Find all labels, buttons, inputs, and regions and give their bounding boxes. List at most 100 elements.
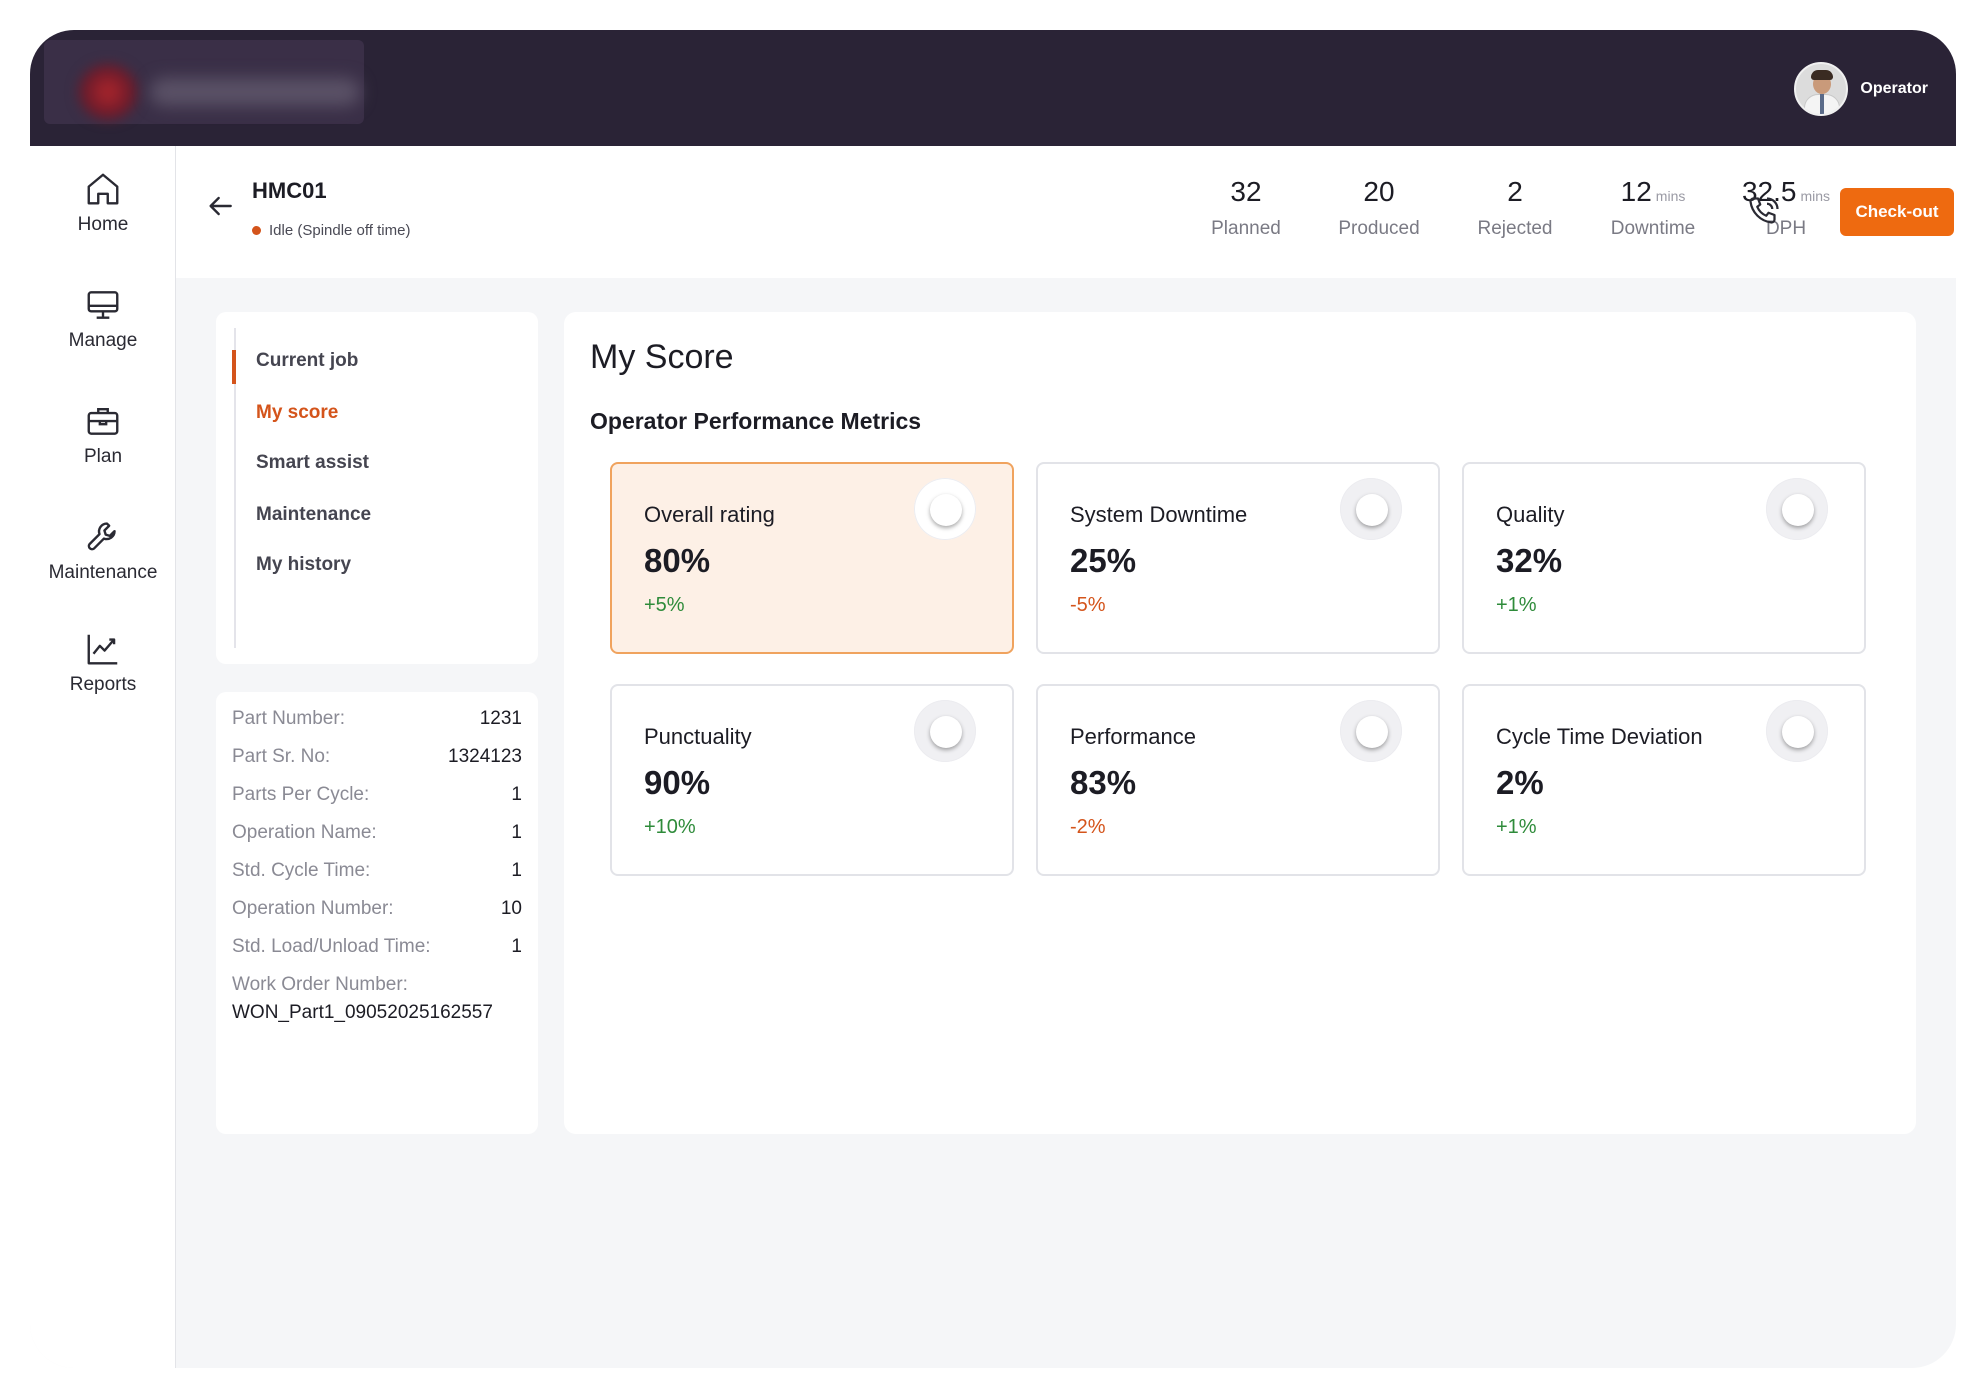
stat-label: Planned xyxy=(1211,218,1281,239)
stat-value: 12 xyxy=(1620,176,1652,207)
monitor-icon xyxy=(87,291,119,319)
metric-toggle[interactable] xyxy=(1766,700,1828,762)
stat-rejected: 2 Rejected xyxy=(1462,176,1568,240)
metric-toggle[interactable] xyxy=(1766,478,1828,540)
metric-value: 2% xyxy=(1496,764,1544,801)
machine-header: HMC01 Idle (Spindle off time) 32 Planned… xyxy=(176,146,1956,278)
sidebar-item-label: Reports xyxy=(69,674,137,695)
metric-toggle[interactable] xyxy=(914,700,976,762)
metric-card-performance[interactable]: Performance 83% -2% xyxy=(1036,684,1440,876)
home-icon xyxy=(87,173,119,205)
metric-card-system-downtime[interactable]: System Downtime 25% -5% xyxy=(1036,462,1440,654)
machine-name: HMC01 xyxy=(252,178,327,203)
metric-value: 32% xyxy=(1496,542,1563,579)
wrench-icon xyxy=(87,522,116,551)
metric-name: Quality xyxy=(1496,502,1565,527)
menu-item-smart-assist[interactable]: Smart assist xyxy=(256,452,370,473)
menu-item-my-score[interactable]: My score xyxy=(256,402,339,423)
sidebar-item-label: Maintenance xyxy=(48,562,158,583)
info-label: Std. Load/Unload Time: xyxy=(232,936,431,957)
info-row: Parts Per Cycle: 1 xyxy=(232,784,522,806)
stat-label: Downtime xyxy=(1610,218,1696,239)
metric-toggle[interactable] xyxy=(1340,700,1402,762)
stat-planned: 32 Planned xyxy=(1196,176,1296,240)
stat-produced: 20 Produced xyxy=(1324,176,1434,240)
brand-logo-icon xyxy=(78,64,138,120)
info-value: 1 xyxy=(511,822,522,843)
menu-item-my-history[interactable]: My history xyxy=(256,554,352,575)
info-label: Part Number: xyxy=(232,708,345,729)
info-row: Std. Load/Unload Time: 1 xyxy=(232,936,522,958)
phone-call-icon[interactable] xyxy=(1746,194,1782,230)
metric-toggle[interactable] xyxy=(1340,478,1402,540)
metric-value: 83% xyxy=(1070,764,1137,801)
metric-name: System Downtime xyxy=(1070,502,1248,527)
metric-value: 80% xyxy=(644,542,711,579)
metric-delta: +1% xyxy=(1496,816,1537,838)
menu-rail xyxy=(234,328,236,648)
info-value: 1231 xyxy=(479,708,522,729)
machine-status: Idle (Spindle off time) xyxy=(252,222,410,239)
info-label: Part Sr. No: xyxy=(232,746,331,767)
operator-label: Operator xyxy=(1860,80,1928,97)
metric-card-quality[interactable]: Quality 32% +1% xyxy=(1462,462,1866,654)
stat-value: 20 xyxy=(1363,176,1395,207)
stat-label: Produced xyxy=(1338,218,1420,239)
stat-unit: mins xyxy=(1800,188,1831,204)
metric-name: Overall rating xyxy=(644,502,775,527)
info-label: Std. Cycle Time: xyxy=(232,860,371,881)
score-menu: Current job My score Smart assist Mainte… xyxy=(216,312,538,664)
part-info-card: Part Number: 1231 Part Sr. No: 1324123 Par… xyxy=(216,692,538,1134)
check-out-button[interactable]: Check-out xyxy=(1840,188,1954,236)
back-arrow-icon[interactable] xyxy=(204,190,236,222)
metric-name: Cycle Time Deviation xyxy=(1496,724,1703,749)
toggle-knob-icon xyxy=(1782,494,1814,526)
sidebar-item-plan[interactable]: Plan xyxy=(30,402,176,468)
sidebar-item-label: Plan xyxy=(83,446,123,467)
metric-value: 90% xyxy=(644,764,711,801)
chart-line-icon xyxy=(87,634,118,665)
stat-label: Rejected xyxy=(1477,218,1553,239)
toggle-knob-icon xyxy=(1356,716,1388,748)
info-label: Operation Number: xyxy=(232,898,394,919)
metric-toggle[interactable] xyxy=(914,478,976,540)
toggle-knob-icon xyxy=(930,494,962,526)
sidebar: Home Manage Plan Maintenance Reports xyxy=(30,146,176,1368)
sidebar-item-home[interactable]: Home xyxy=(30,170,176,236)
stat-dph: 32.5 mins DPH xyxy=(1726,176,1846,240)
sidebar-item-reports[interactable]: Reports xyxy=(30,630,176,696)
info-value: 10 xyxy=(500,898,522,919)
app-window: Operator Home Manage Plan Maintenance Re… xyxy=(30,30,1956,1368)
metric-card-overall-rating[interactable]: Overall rating 80% +5% xyxy=(610,462,1014,654)
info-row: Part Number: 1231 xyxy=(232,708,522,730)
avatar[interactable] xyxy=(1794,62,1849,116)
top-bar: Operator xyxy=(30,30,1956,146)
info-row: Operation Number: 10 xyxy=(232,898,522,920)
sidebar-item-label: Manage xyxy=(68,330,138,351)
work-order-label: Work Order Number: xyxy=(232,974,408,995)
brand-logo-area xyxy=(44,40,364,124)
section-subtitle: Operator Performance Metrics xyxy=(590,408,922,434)
metric-card-punctuality[interactable]: Punctuality 90% +10% xyxy=(610,684,1014,876)
metric-card-cycle-time-deviation[interactable]: Cycle Time Deviation 2% +1% xyxy=(1462,684,1866,876)
toggle-knob-icon xyxy=(930,716,962,748)
work-order-value: WON_Part1_09052025162557 xyxy=(232,1002,493,1023)
metric-name: Performance xyxy=(1070,724,1196,749)
operator-profile[interactable]: Operator xyxy=(1794,62,1928,116)
metric-name: Punctuality xyxy=(644,724,752,749)
active-indicator xyxy=(232,350,236,384)
info-value: 1 xyxy=(511,784,522,805)
metric-delta: -5% xyxy=(1070,594,1106,616)
metric-delta: +10% xyxy=(644,816,696,838)
info-value: 1324123 xyxy=(448,746,522,767)
toggle-knob-icon xyxy=(1782,716,1814,748)
menu-item-current-job[interactable]: Current job xyxy=(256,350,359,371)
menu-item-maintenance[interactable]: Maintenance xyxy=(256,504,372,525)
info-row: Operation Name: 1 xyxy=(232,822,522,844)
info-row: Std. Cycle Time: 1 xyxy=(232,860,522,882)
sidebar-item-maintenance[interactable]: Maintenance xyxy=(30,518,176,584)
sidebar-item-manage[interactable]: Manage xyxy=(30,286,176,352)
info-value: 1 xyxy=(511,936,522,957)
stat-unit: mins xyxy=(1655,188,1686,204)
info-row: Part Sr. No: 1324123 xyxy=(232,746,522,768)
